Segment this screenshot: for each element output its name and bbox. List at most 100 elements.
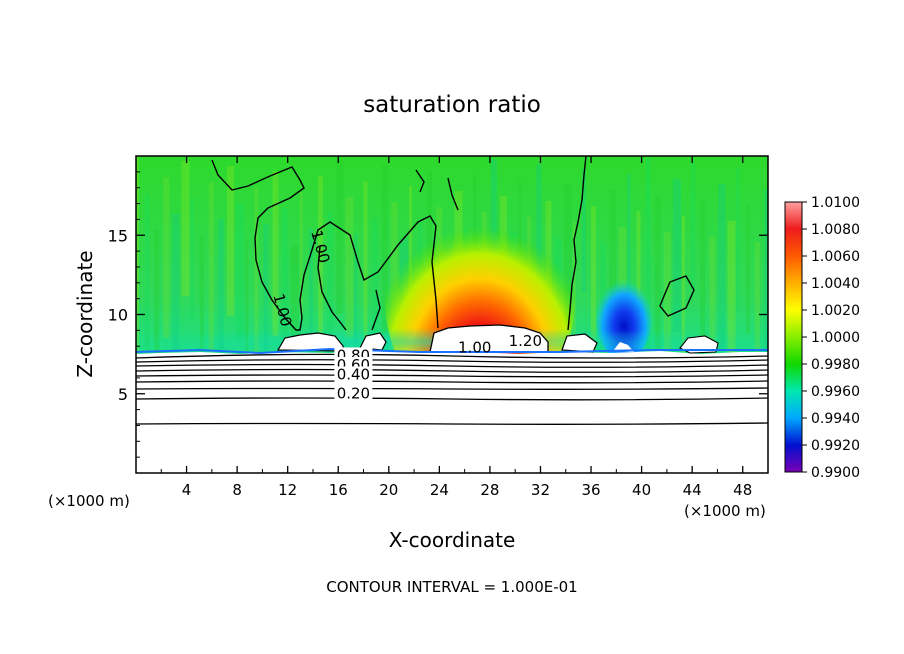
colorbar-label: 1.0040 — [811, 276, 860, 292]
colorbar-label: 0.9920 — [811, 438, 860, 454]
x-tick-label: 48 — [733, 481, 752, 499]
streak — [372, 218, 378, 400]
contour-label: 0.40 — [337, 365, 370, 383]
streak — [290, 245, 299, 384]
y-tick-label: 5 — [118, 385, 128, 404]
contour-0-60 — [136, 368, 768, 373]
lower-layer — [136, 350, 768, 473]
streak — [299, 192, 303, 318]
x-tick-label: 8 — [232, 481, 242, 499]
y-axis-label: Z-coordinate — [73, 250, 97, 377]
stratified-contours — [136, 353, 768, 425]
streak — [609, 190, 617, 354]
chart-title: saturation ratio — [363, 92, 541, 118]
streak — [682, 216, 685, 356]
contour-0-80 — [136, 359, 768, 363]
colorbar-label: 0.9940 — [811, 411, 860, 427]
streak — [154, 230, 160, 404]
x-axis: 4 8 12 16 20 24 28 32 36 40 44 48 — [160, 156, 752, 499]
x-tick-label: 40 — [632, 481, 651, 499]
streak — [318, 176, 323, 356]
streak — [327, 213, 334, 380]
streak — [136, 156, 139, 356]
contour-label-bg — [334, 366, 373, 383]
streak — [645, 158, 651, 350]
streak — [627, 174, 631, 312]
streak — [245, 240, 249, 364]
colorbar-gradient — [784, 201, 803, 473]
cloud-patch — [679, 335, 719, 354]
streak — [636, 211, 641, 336]
colorbar-label: 0.9900 — [811, 465, 860, 481]
streak — [181, 161, 190, 296]
streak — [190, 198, 194, 320]
contour-0-10 — [136, 422, 768, 425]
streak — [763, 189, 768, 372]
streak — [700, 200, 706, 394]
contour-label: 0.20 — [337, 385, 370, 403]
streak — [308, 229, 313, 422]
streak — [163, 177, 170, 338]
contour-1-00-ring — [659, 275, 695, 317]
colorbar-label: 1.0060 — [811, 249, 860, 265]
streak — [217, 219, 224, 382]
x-tick-label: 12 — [278, 481, 297, 499]
colorbar-label: 0.9960 — [811, 384, 860, 400]
streak — [709, 237, 716, 418]
colorbar-label: 1.0020 — [811, 303, 860, 319]
x-tick-label: 28 — [480, 481, 499, 499]
x-tick-label: 4 — [182, 481, 192, 499]
x-tick-label: 24 — [430, 481, 449, 499]
streak — [345, 197, 354, 338]
contour-0-70 — [136, 363, 768, 368]
colorbar: 1.0100 1.0080 1.0060 1.0040 1.0020 1.0000 0.99… — [784, 195, 860, 481]
streak — [745, 205, 750, 334]
streak — [172, 214, 180, 362]
streak — [236, 203, 245, 340]
contour-1-00-bump — [415, 169, 425, 193]
x-tick-label: 16 — [329, 481, 348, 499]
contour-label-bg — [334, 385, 373, 402]
x-tick-label: 44 — [683, 481, 702, 499]
streak — [581, 169, 586, 292]
x-tick-label: 36 — [581, 481, 600, 499]
heatmap-field: 1.001.001.00 1.200.800.600.400.20 — [136, 156, 768, 473]
streak — [727, 221, 736, 376]
x-axis-label: X-coordinate — [389, 528, 516, 552]
streak — [336, 160, 344, 314]
contour-0-40 — [136, 380, 768, 384]
streak — [654, 195, 661, 374]
streak — [281, 208, 289, 360]
streak — [381, 165, 388, 334]
streak — [208, 182, 214, 358]
streak — [736, 168, 740, 310]
contour-1-00-right — [567, 156, 587, 331]
streak — [254, 187, 259, 378]
streak — [354, 234, 358, 362]
streak — [672, 179, 681, 332]
contour-interval-text: CONTOUR INTERVAL = 1.000E-01 — [326, 578, 577, 596]
contour-1-00-inner — [317, 245, 347, 331]
contour-label: 1.20 — [509, 332, 542, 350]
streak — [199, 235, 204, 424]
x-unit-right: (×1000 m) — [684, 502, 766, 520]
streak — [591, 206, 596, 396]
contour-1-00-main — [211, 159, 439, 331]
cloud-patch — [429, 324, 549, 353]
colorbar-label: 1.0000 — [811, 330, 860, 346]
streak — [145, 193, 150, 380]
contour-0-50 — [136, 374, 768, 378]
x-unit-left: (×1000 m) — [48, 492, 130, 510]
colorbar-label: 1.0080 — [811, 222, 860, 238]
streak — [691, 163, 696, 290]
streak — [718, 184, 726, 352]
x-tick-label: 20 — [379, 481, 398, 499]
streak — [227, 166, 234, 316]
streak — [263, 224, 269, 402]
x-tick-label: 32 — [531, 481, 550, 499]
contour-lines — [211, 156, 695, 331]
streak — [272, 171, 279, 336]
contour-label: 1.00 — [458, 339, 491, 357]
colorbar-label: 1.0100 — [811, 195, 860, 211]
